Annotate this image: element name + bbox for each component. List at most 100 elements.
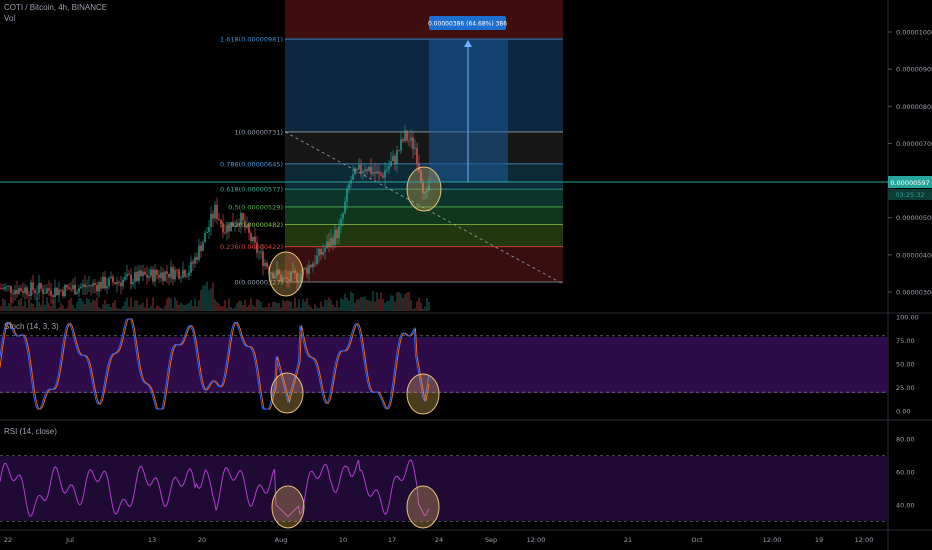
volume-bar [308, 304, 310, 311]
candle-body [156, 269, 158, 275]
volume-bar [110, 307, 112, 311]
candle-body [264, 262, 266, 267]
volume-bar [182, 304, 184, 311]
candle-body [56, 287, 58, 295]
volume-bar [160, 307, 162, 311]
candle-body [362, 170, 364, 173]
candle-body [30, 282, 32, 296]
volume-bar [274, 301, 276, 311]
time-axis[interactable]: 22 Jul 13 20 Aug 10 17 24 Sep 12:00 21 Oct 12:00 19 12… [4, 536, 874, 544]
volume-bar [134, 300, 136, 311]
volume-bar [370, 300, 372, 311]
rsi-band [0, 456, 888, 521]
volume-bar [24, 301, 26, 311]
fib-level-label: 0.786(0.00000645) [220, 160, 283, 168]
volume-bar [58, 307, 60, 311]
volume-bar [8, 303, 10, 311]
candle-body [148, 276, 150, 278]
volume-bar [322, 306, 324, 311]
candle-body [394, 155, 396, 164]
volume-bar [22, 306, 24, 311]
candle-body [296, 272, 298, 283]
candle-body [114, 282, 116, 285]
candle-body [0, 288, 2, 290]
volume-bar [76, 301, 78, 311]
volume-bar [230, 306, 232, 311]
candle-body [44, 293, 46, 294]
candle-body [206, 231, 208, 233]
volume-bar [408, 291, 410, 311]
volume-bar [66, 307, 68, 311]
volume-bar [300, 307, 302, 311]
volume-bar [416, 301, 418, 311]
candle-body [68, 287, 70, 290]
volume-bar [326, 300, 328, 311]
candle-body [218, 218, 220, 221]
candle-body [318, 248, 320, 256]
candle-body [366, 169, 368, 172]
volume-bar [54, 299, 56, 311]
candle-body [270, 272, 272, 274]
volume-bar [216, 301, 218, 311]
projection-badge[interactable] [429, 16, 506, 30]
candle-body [254, 236, 256, 243]
candle-body [186, 275, 188, 277]
price-axis[interactable]: 0.00001000 0.00000900 0.00000800 0.00000700… [888, 29, 932, 510]
volume-bar [74, 308, 76, 311]
volume-bar [380, 292, 382, 311]
volume-bar [78, 298, 80, 311]
long-position-tool[interactable] [429, 39, 508, 182]
volume-bar [198, 300, 200, 311]
volume-bar [146, 297, 148, 311]
candle-body [10, 286, 12, 294]
volume-bar [268, 303, 270, 311]
volume-bar [378, 298, 380, 311]
candle-body [250, 232, 252, 242]
rsi-tick-label: 40.00 [896, 502, 915, 510]
candle-body [412, 137, 414, 149]
volume-bar [278, 302, 280, 311]
trend-line[interactable] [284, 131, 564, 285]
projection-text: 0.00000386 (64.68%) 386 [428, 21, 507, 28]
volume-bar [414, 308, 416, 311]
candle-body [404, 130, 406, 142]
candle-body [160, 272, 162, 278]
stoch-label[interactable]: Stoch (14, 3, 3) [4, 322, 59, 331]
countdown-badge [888, 189, 932, 200]
candle-body [204, 232, 206, 243]
volume-bar [256, 299, 258, 311]
volume-bar [190, 300, 192, 311]
highlight-circles[interactable] [268, 166, 442, 529]
volume-bar [60, 303, 62, 311]
volume-bar [294, 297, 296, 311]
candle-body [162, 272, 164, 281]
volume-bar [412, 308, 414, 311]
volume-bar [372, 291, 374, 311]
volume-bar [40, 304, 42, 311]
candle-body [110, 276, 112, 278]
candle-body [260, 251, 262, 253]
symbol-title[interactable]: COTI / Bitcoin, 4h, BINANCE [4, 3, 108, 12]
candle-body [226, 225, 228, 233]
price-tick-label: 0.00001000 [896, 29, 932, 37]
candle-body [380, 173, 382, 176]
candle-body [174, 269, 176, 280]
rsi-label[interactable]: RSI (14, close) [4, 427, 57, 436]
candle-body [98, 281, 100, 292]
volume-bar [340, 297, 342, 311]
candle-body [106, 286, 108, 289]
volume-bar [318, 308, 320, 311]
candle-body [212, 213, 214, 219]
volume-bar [392, 295, 394, 311]
volume-bar [126, 297, 128, 311]
candle-body [138, 270, 140, 282]
volume-bar [164, 305, 166, 311]
volume-bar [254, 306, 256, 311]
volume-bar [258, 299, 260, 311]
volume-bar [154, 308, 156, 311]
candle-body [376, 171, 378, 174]
fibonacci-tool[interactable]: 1.618(0.00000981) 1(0.00000731) 0.786(0.00… [220, 0, 563, 286]
candle-body [388, 166, 390, 170]
volume-bar [396, 292, 398, 311]
